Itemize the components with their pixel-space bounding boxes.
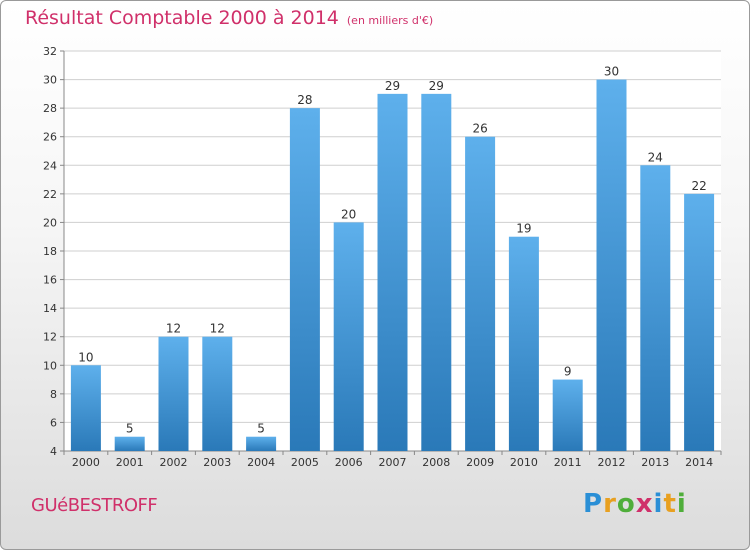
logo-letter: t — [663, 489, 677, 519]
y-tick-label: 32 — [43, 45, 57, 58]
y-tick-label: 16 — [43, 274, 57, 287]
bar-value-label: 22 — [691, 179, 706, 193]
chart-subtitle: (en milliers d'€) — [346, 14, 434, 27]
bar-value-label: 29 — [429, 79, 444, 93]
logo-letter: i — [676, 489, 687, 519]
y-tick-label: 8 — [50, 388, 57, 401]
x-tick-label: 2013 — [641, 456, 669, 469]
y-tick-label: 30 — [43, 74, 57, 87]
commune-name: GUéBESTROFF — [31, 495, 158, 516]
proxiti-logo: Proxiti — [583, 489, 687, 519]
y-tick-label: 18 — [43, 245, 57, 258]
bar-value-label: 5 — [126, 422, 134, 436]
bar-value-label: 12 — [166, 322, 181, 336]
x-tick-label: 2007 — [379, 456, 407, 469]
x-tick-label: 2008 — [422, 456, 450, 469]
y-tick-label: 26 — [43, 131, 57, 144]
bar — [289, 108, 320, 452]
logo-letter: P — [583, 489, 604, 519]
x-tick-label: 2005 — [291, 456, 319, 469]
x-tick-label: 2011 — [554, 456, 582, 469]
bar — [70, 365, 101, 451]
x-tick-label: 2014 — [685, 456, 713, 469]
bar-value-label: 26 — [472, 122, 487, 136]
x-tick-label: 2006 — [335, 456, 363, 469]
bar-value-label: 29 — [385, 79, 400, 93]
bar — [421, 93, 452, 451]
x-tick-label: 2002 — [160, 456, 188, 469]
y-tick-label: 22 — [43, 188, 57, 201]
x-tick-label: 2000 — [72, 456, 100, 469]
bar — [246, 436, 277, 451]
y-tick-label: 20 — [43, 216, 57, 229]
bar-value-label: 20 — [341, 207, 356, 221]
x-tick-label: 2012 — [598, 456, 626, 469]
bar-value-label: 5 — [257, 422, 265, 436]
y-tick-label: 28 — [43, 102, 57, 115]
bar — [114, 436, 145, 451]
bar — [552, 379, 583, 451]
bar-value-label: 24 — [648, 150, 663, 164]
logo-letter: x — [635, 489, 654, 519]
bar-value-label: 9 — [564, 365, 572, 379]
bar — [640, 165, 671, 452]
x-tick-label: 2004 — [247, 456, 275, 469]
x-tick-label: 2001 — [116, 456, 144, 469]
bar-value-label: 28 — [297, 93, 312, 107]
bar-value-label: 30 — [604, 65, 619, 79]
x-tick-label: 2009 — [466, 456, 494, 469]
logo-letter: o — [616, 489, 636, 519]
y-tick-label: 6 — [50, 416, 57, 429]
bar-value-label: 19 — [516, 222, 531, 236]
bar — [596, 79, 627, 452]
x-tick-label: 2003 — [203, 456, 231, 469]
bar-value-label: 12 — [210, 322, 225, 336]
y-tick-label: 24 — [43, 159, 57, 172]
bar — [377, 93, 408, 451]
bar-value-label: 10 — [78, 350, 93, 364]
y-tick-label: 4 — [50, 445, 57, 458]
bar — [202, 336, 233, 451]
y-tick-label: 10 — [43, 359, 57, 372]
logo-letter: r — [603, 489, 617, 519]
title-row: Résultat Comptable 2000 à 2014 (en millie… — [25, 7, 433, 29]
bar — [684, 193, 715, 451]
chart-title: Résultat Comptable 2000 à 2014 — [25, 7, 339, 29]
bar — [465, 136, 496, 451]
bar — [158, 336, 189, 451]
x-tick-label: 2010 — [510, 456, 538, 469]
y-tick-label: 14 — [43, 302, 57, 315]
logo-letter: i — [653, 489, 664, 519]
bar — [333, 222, 364, 451]
bar — [508, 236, 539, 451]
y-tick-label: 12 — [43, 331, 57, 344]
